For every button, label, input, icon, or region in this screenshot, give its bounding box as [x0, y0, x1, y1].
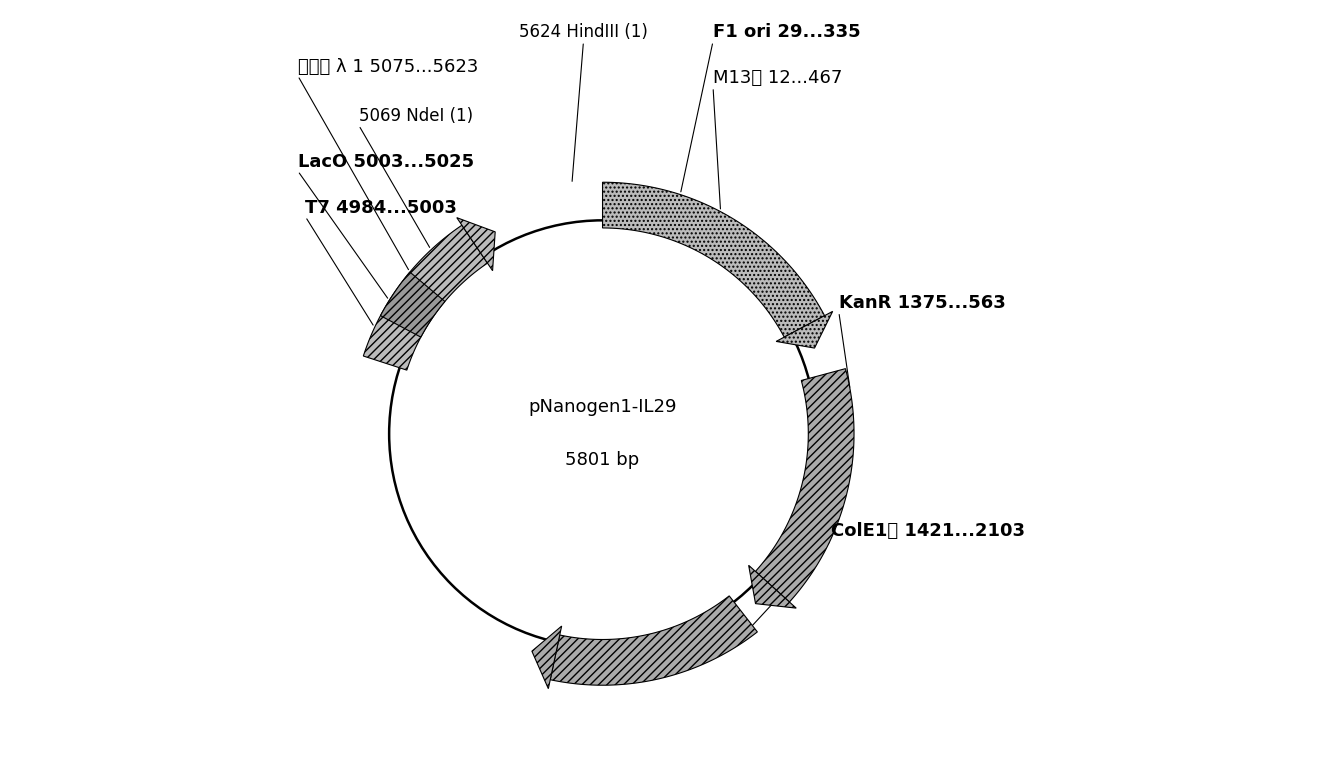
- Polygon shape: [551, 596, 758, 685]
- Polygon shape: [532, 626, 561, 688]
- Text: 干扰素 λ 1 5075...5623: 干扰素 λ 1 5075...5623: [297, 57, 478, 75]
- Polygon shape: [748, 565, 796, 608]
- Text: pNanogen1-IL29: pNanogen1-IL29: [528, 398, 677, 416]
- Text: T7 4984...5003: T7 4984...5003: [305, 199, 458, 217]
- Text: M13源 12...467: M13源 12...467: [713, 69, 843, 87]
- Polygon shape: [381, 272, 445, 337]
- Text: ColE1源 1421...2103: ColE1源 1421...2103: [831, 522, 1026, 540]
- Text: 5069 NdeI (1): 5069 NdeI (1): [358, 107, 472, 125]
- Text: LacO 5003...5025: LacO 5003...5025: [297, 153, 474, 171]
- Text: 5624 HindIII (1): 5624 HindIII (1): [519, 23, 648, 41]
- Polygon shape: [776, 311, 832, 348]
- Text: 5801 bp: 5801 bp: [565, 452, 640, 469]
- Text: KanR 1375...563: KanR 1375...563: [839, 294, 1006, 312]
- Text: F1 ori 29...335: F1 ori 29...335: [713, 23, 861, 41]
- Polygon shape: [364, 225, 487, 370]
- Polygon shape: [456, 217, 495, 271]
- Polygon shape: [755, 369, 855, 602]
- Polygon shape: [602, 182, 824, 337]
